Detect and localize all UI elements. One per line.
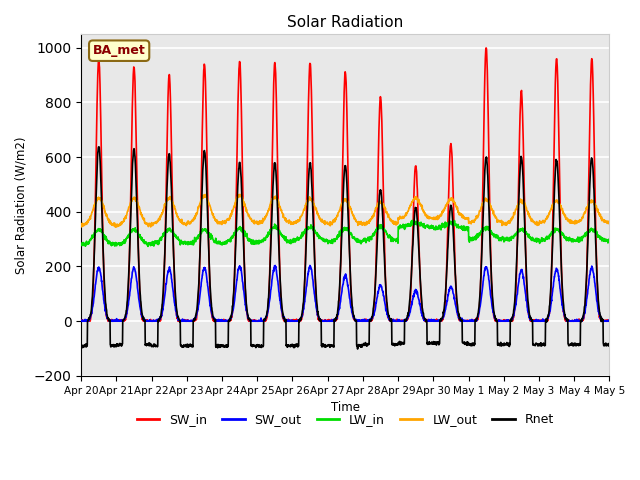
SW_in [499,318,507,324]
SW_in [605,318,613,324]
Y-axis label: Solar Radiation (W/m2): Solar Radiation (W/m2) [15,136,28,274]
Rnet [77,342,85,348]
SW_out [559,305,567,311]
Text: BA_met: BA_met [93,44,145,57]
LW_out [77,222,85,228]
SW_in [372,261,380,266]
Title: Solar Radiation: Solar Radiation [287,15,403,30]
SW_in [559,303,567,309]
SW_out [372,300,380,305]
Legend: SW_in, SW_out, LW_in, LW_out, Rnet: SW_in, SW_out, LW_in, LW_out, Rnet [131,408,559,431]
Rnet [95,144,103,150]
SW_in [574,318,582,324]
Line: SW_out: SW_out [81,265,609,321]
Rnet [499,342,507,348]
LW_in [372,228,380,234]
LW_out [372,205,380,211]
LW_in [574,234,582,240]
Rnet [605,341,613,347]
SW_out [360,317,368,323]
LW_out [499,220,507,226]
LW_out [225,216,232,222]
LW_out [559,211,567,216]
SW_in [360,317,368,323]
LW_in [499,236,507,242]
LW_out [111,224,119,230]
SW_in [77,318,85,324]
Line: SW_in: SW_in [81,48,609,321]
Rnet [574,341,582,347]
SW_out [605,318,613,324]
SW_out [225,317,232,323]
SW_in [77,318,85,324]
Line: Rnet: Rnet [81,147,609,349]
SW_out [499,318,506,324]
Rnet [559,298,567,304]
LW_out [574,219,582,225]
LW_in [605,237,613,243]
Rnet [361,343,369,348]
LW_out [236,192,244,197]
Line: LW_in: LW_in [81,220,609,246]
LW_in [408,217,416,223]
LW_in [144,243,152,249]
SW_out [77,318,85,324]
LW_out [605,220,613,226]
LW_out [361,222,369,228]
LW_in [559,233,567,239]
X-axis label: Time: Time [331,401,360,414]
SW_out [573,318,581,324]
Rnet [372,263,380,269]
SW_in [482,45,490,51]
LW_in [77,241,85,247]
Line: LW_out: LW_out [81,194,609,227]
SW_out [271,263,279,268]
Rnet [225,319,232,324]
LW_in [225,237,232,242]
LW_in [360,238,368,244]
Rnet [354,346,362,352]
SW_in [225,317,232,323]
